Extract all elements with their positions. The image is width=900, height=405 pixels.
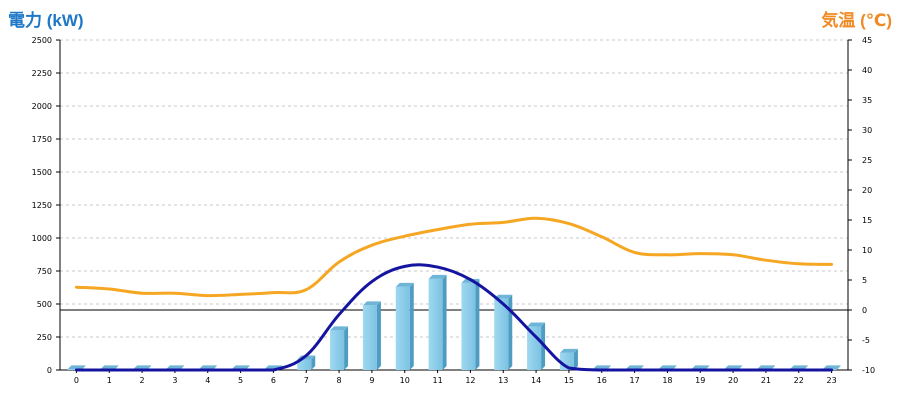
left-tick-label: 0	[47, 366, 52, 375]
left-tick-label: 2500	[32, 36, 52, 45]
power-bar-side	[377, 301, 381, 370]
x-tick-label: 6	[271, 376, 276, 385]
power-bar-front	[429, 279, 443, 370]
x-tick-label: 10	[400, 376, 410, 385]
right-tick-label: 15	[862, 216, 872, 225]
right-tick-label: -5	[862, 336, 870, 345]
right-tick-label: 10	[862, 246, 872, 255]
x-tick-label: 18	[662, 376, 672, 385]
x-tick-label: 11	[432, 376, 442, 385]
power-bar-front	[494, 299, 508, 370]
right-tick-label: 25	[862, 156, 872, 165]
right-tick-label: 20	[862, 186, 872, 195]
power-bar	[461, 279, 479, 370]
x-tick-label: 22	[794, 376, 804, 385]
left-tick-label: 500	[37, 300, 52, 309]
x-tick-label: 7	[304, 376, 309, 385]
left-axis-title: 電力 (kW)	[8, 6, 84, 31]
left-tick-label: 1500	[32, 168, 52, 177]
left-tick-label: 2000	[32, 102, 52, 111]
right-tick-label: 5	[862, 276, 867, 285]
x-tick-label: 14	[531, 376, 541, 385]
x-tick-label: 20	[728, 376, 738, 385]
right-tick-label: -10	[862, 366, 875, 375]
power-curve-line	[76, 265, 831, 370]
left-tick-label: 2250	[32, 69, 52, 78]
power-bar	[363, 301, 381, 370]
power-bar	[396, 283, 414, 370]
power-bar	[429, 275, 447, 370]
left-tick-label: 1250	[32, 201, 52, 210]
right-tick-label: 45	[862, 36, 872, 45]
power-bar-front	[363, 305, 377, 370]
left-tick-label: 250	[37, 333, 52, 342]
power-bar-front	[461, 283, 475, 370]
x-tick-label: 2	[140, 376, 145, 385]
x-tick-label: 13	[498, 376, 508, 385]
right-tick-label: 40	[862, 66, 872, 75]
power-bar	[330, 326, 348, 370]
left-tick-label: 1000	[32, 234, 52, 243]
power-bar-side	[410, 283, 414, 370]
power-bar	[297, 355, 315, 370]
right-tick-label: 35	[862, 96, 872, 105]
power-bar-side	[443, 275, 447, 370]
x-tick-label: 17	[629, 376, 639, 385]
x-tick-label: 15	[564, 376, 574, 385]
power-bar-side	[508, 295, 512, 370]
right-axis-title: 気温 (℃)	[821, 6, 892, 31]
x-tick-label: 5	[238, 376, 243, 385]
x-tick-label: 0	[74, 376, 79, 385]
right-tick-label: 0	[862, 306, 867, 315]
x-tick-label: 12	[465, 376, 475, 385]
temperature-line	[76, 218, 831, 295]
x-tick-label: 3	[172, 376, 177, 385]
power-bar-side	[344, 326, 348, 370]
x-tick-label: 9	[369, 376, 374, 385]
power-bar	[494, 295, 512, 370]
power-bar-side	[475, 279, 479, 370]
x-tick-label: 16	[597, 376, 607, 385]
x-tick-label: 23	[826, 376, 836, 385]
x-tick-label: 19	[695, 376, 705, 385]
x-tick-label: 1	[107, 376, 112, 385]
x-tick-label: 8	[337, 376, 342, 385]
power-bar-front	[330, 330, 344, 370]
left-tick-label: 1750	[32, 135, 52, 144]
power-bar-front	[396, 287, 410, 370]
right-tick-label: 30	[862, 126, 872, 135]
left-tick-label: 750	[37, 267, 52, 276]
x-tick-label: 21	[761, 376, 771, 385]
x-tick-label: 4	[205, 376, 210, 385]
